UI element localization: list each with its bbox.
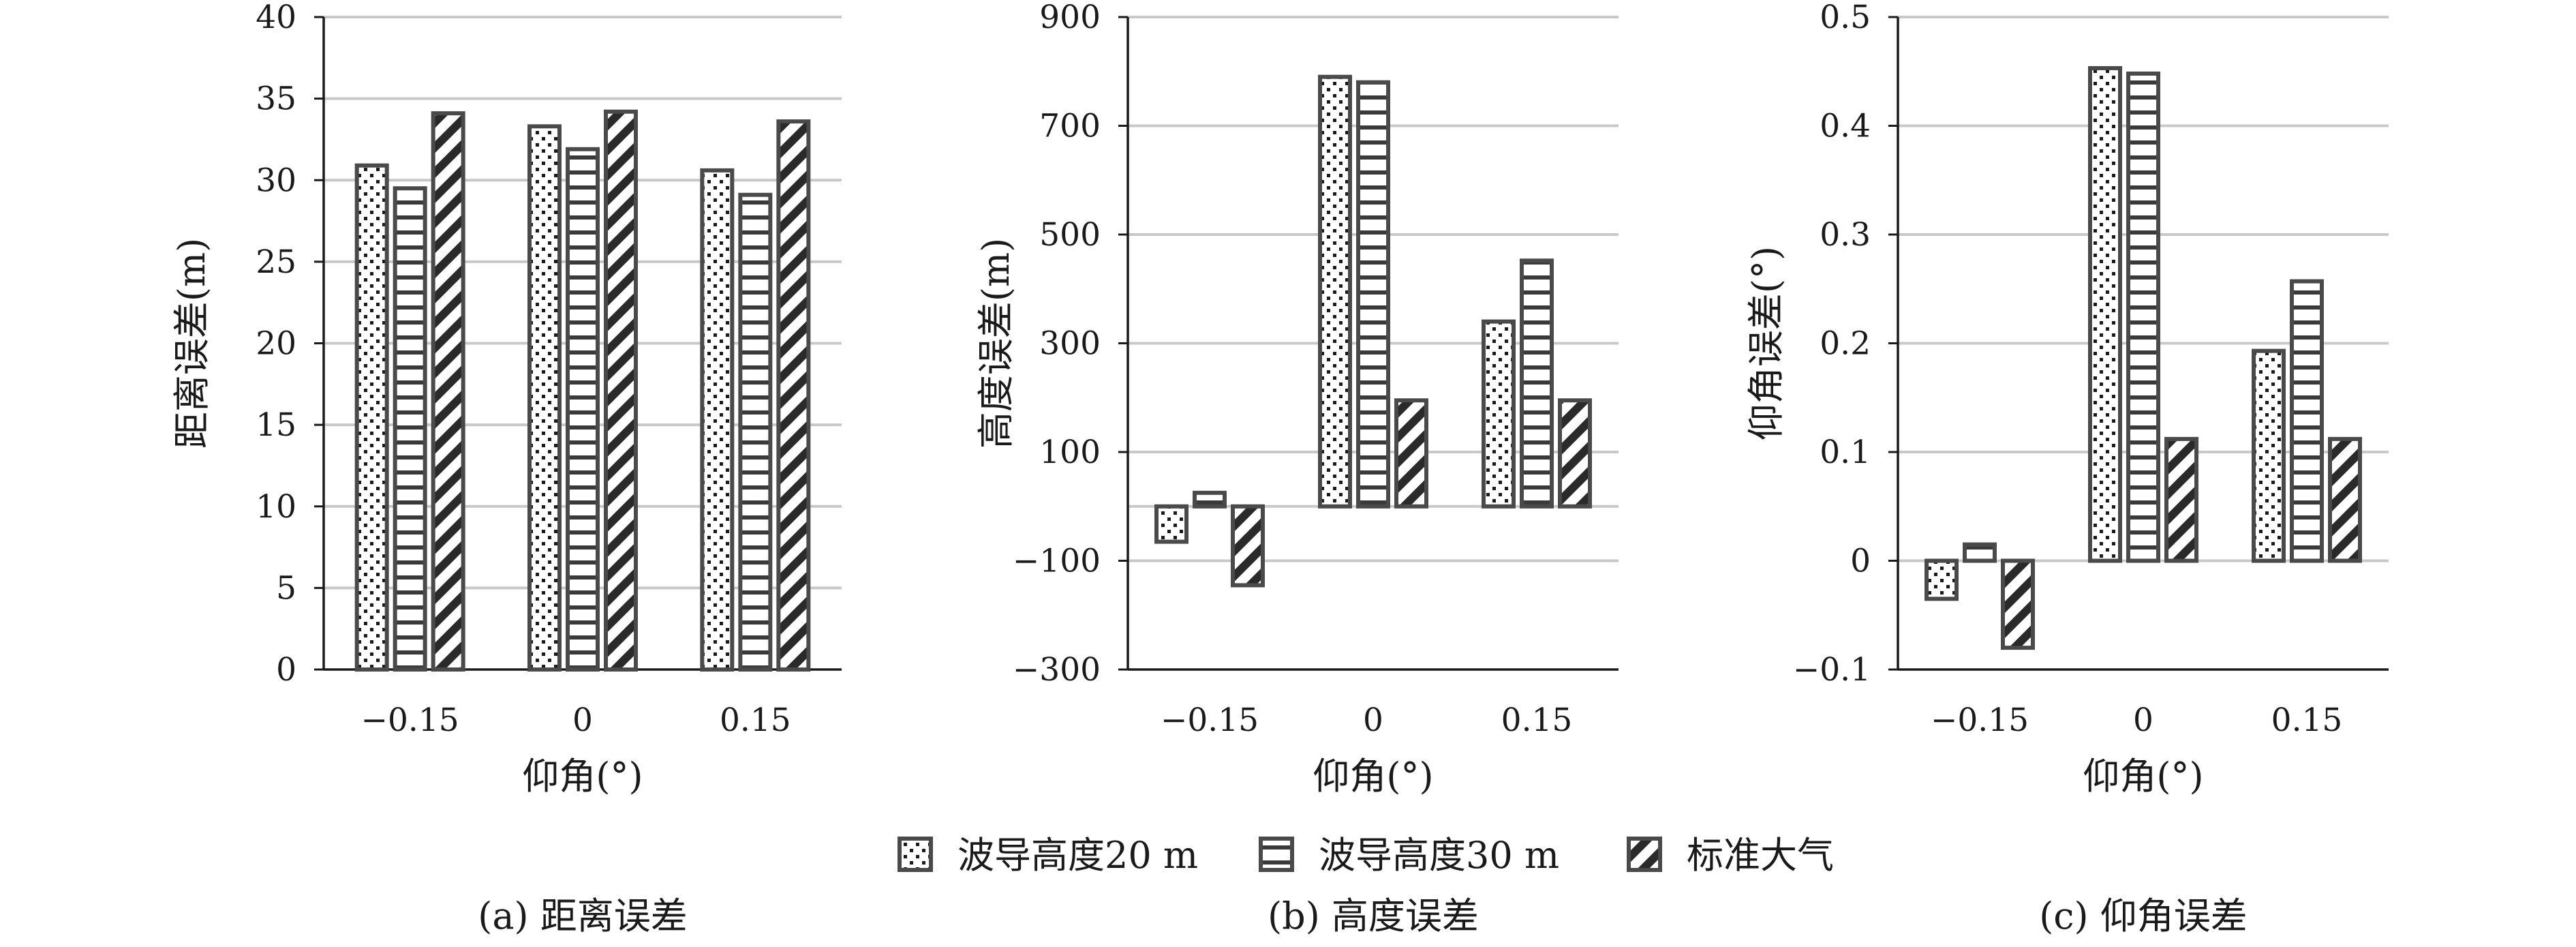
x-tick-label: −0.15: [361, 702, 459, 739]
panel-caption: (b) 高度误差: [1268, 895, 1479, 937]
y-tick-label: 20: [256, 325, 296, 363]
x-axis-label: 仰角(°): [522, 755, 643, 798]
y-tick-label: 25: [256, 243, 296, 281]
x-axis-label: 仰角(°): [2083, 755, 2203, 798]
y-tick-label: 0: [276, 651, 296, 689]
y-tick-label: −300: [1013, 651, 1101, 689]
y-tick-label: 5: [276, 569, 296, 607]
y-tick-label: 0.5: [1820, 0, 1871, 36]
bar: [2001, 558, 2035, 650]
panel-height-error: −300 −100 100 300 500 700 900 −0.15 0 0.15 仰角(°) 高度…: [975, 0, 1619, 937]
x-axis-label: 仰角(°): [1313, 755, 1433, 798]
y-tick-label: 35: [256, 80, 296, 118]
x-tick-label: 0: [1363, 702, 1383, 739]
y-tick-label: 10: [256, 488, 296, 526]
y-tick-label: 30: [256, 162, 296, 199]
y-axis-label: 高度误差(m): [975, 238, 1017, 449]
y-axis-label: 距离误差(m): [170, 238, 213, 449]
legend-label: 波导高度20 m: [957, 834, 1198, 877]
bar: [1193, 490, 1227, 509]
y-tick-label: 0.1: [1820, 434, 1871, 471]
bar: [1520, 258, 1554, 509]
bar: [776, 119, 811, 672]
y-tick-label: 15: [256, 406, 296, 444]
bar: [2290, 279, 2324, 563]
bar: [354, 163, 389, 672]
y-axis-label: 仰角误差(°): [1745, 246, 1788, 440]
bar: [2126, 71, 2160, 563]
bar: [1318, 74, 1352, 509]
bar: [604, 109, 638, 672]
bar: [1925, 558, 1959, 601]
legend-swatch: [898, 837, 933, 872]
bar: [738, 192, 773, 672]
panel-distance-error: 0 5 10 15 20 25 30 35 40 −0.15 0 0.15 仰角(°) 距离误差(m) (a…: [170, 0, 842, 937]
y-tick-label: −100: [1013, 543, 1101, 580]
legend-label: 波导高度30 m: [1319, 834, 1559, 877]
legend-swatch: [1627, 837, 1662, 872]
bar: [1356, 80, 1390, 509]
bar: [1963, 542, 1997, 563]
x-tick-label: 0.15: [2271, 702, 2343, 739]
bar: [431, 111, 465, 672]
y-tick-label: 0.4: [1820, 108, 1871, 145]
y-tick-label: 0: [1850, 543, 1871, 580]
y-tick-label: 700: [1039, 108, 1101, 145]
bar: [393, 186, 427, 672]
y-tick-label: 500: [1039, 216, 1101, 254]
y-tick-label: 100: [1039, 434, 1101, 471]
legend-label: 标准大气: [1687, 834, 1834, 877]
bar: [566, 147, 600, 672]
y-tick-label: 0.2: [1820, 325, 1871, 363]
y-tick-label: 300: [1039, 325, 1101, 363]
panel-caption: (c) 仰角误差: [2039, 895, 2248, 937]
x-tick-label: 0.15: [720, 702, 791, 739]
legend: 波导高度20 m 波导高度30 m 标准大气: [898, 834, 1834, 877]
x-tick-label: 0: [2133, 702, 2153, 739]
panel-elevation-error: −0.1 0 0.1 0.2 0.3 0.4 0.5 −0.15 0 0.15 仰角(°) 仰角误差(…: [1745, 0, 2389, 937]
y-tick-label: −0.1: [1793, 651, 1871, 689]
bar: [2252, 348, 2286, 563]
x-tick-label: 0: [572, 702, 593, 739]
bar: [1558, 398, 1592, 509]
bar: [700, 168, 735, 672]
bar: [527, 124, 562, 672]
bar: [1231, 504, 1265, 588]
panel-caption: (a) 距离误差: [478, 895, 688, 937]
x-tick-label: −0.15: [1931, 702, 2029, 739]
y-tick-label: 900: [1039, 0, 1101, 36]
bar: [2088, 65, 2122, 563]
bar: [1154, 504, 1189, 544]
x-tick-label: −0.15: [1161, 702, 1259, 739]
y-tick-label: 40: [256, 0, 296, 36]
bar: [1394, 398, 1428, 509]
bar: [2164, 436, 2198, 563]
bar: [1482, 319, 1516, 509]
bar: [2328, 436, 2362, 563]
legend-swatch: [1259, 837, 1294, 872]
y-tick-label: 0.3: [1820, 216, 1871, 254]
x-tick-label: 0.15: [1501, 702, 1573, 739]
